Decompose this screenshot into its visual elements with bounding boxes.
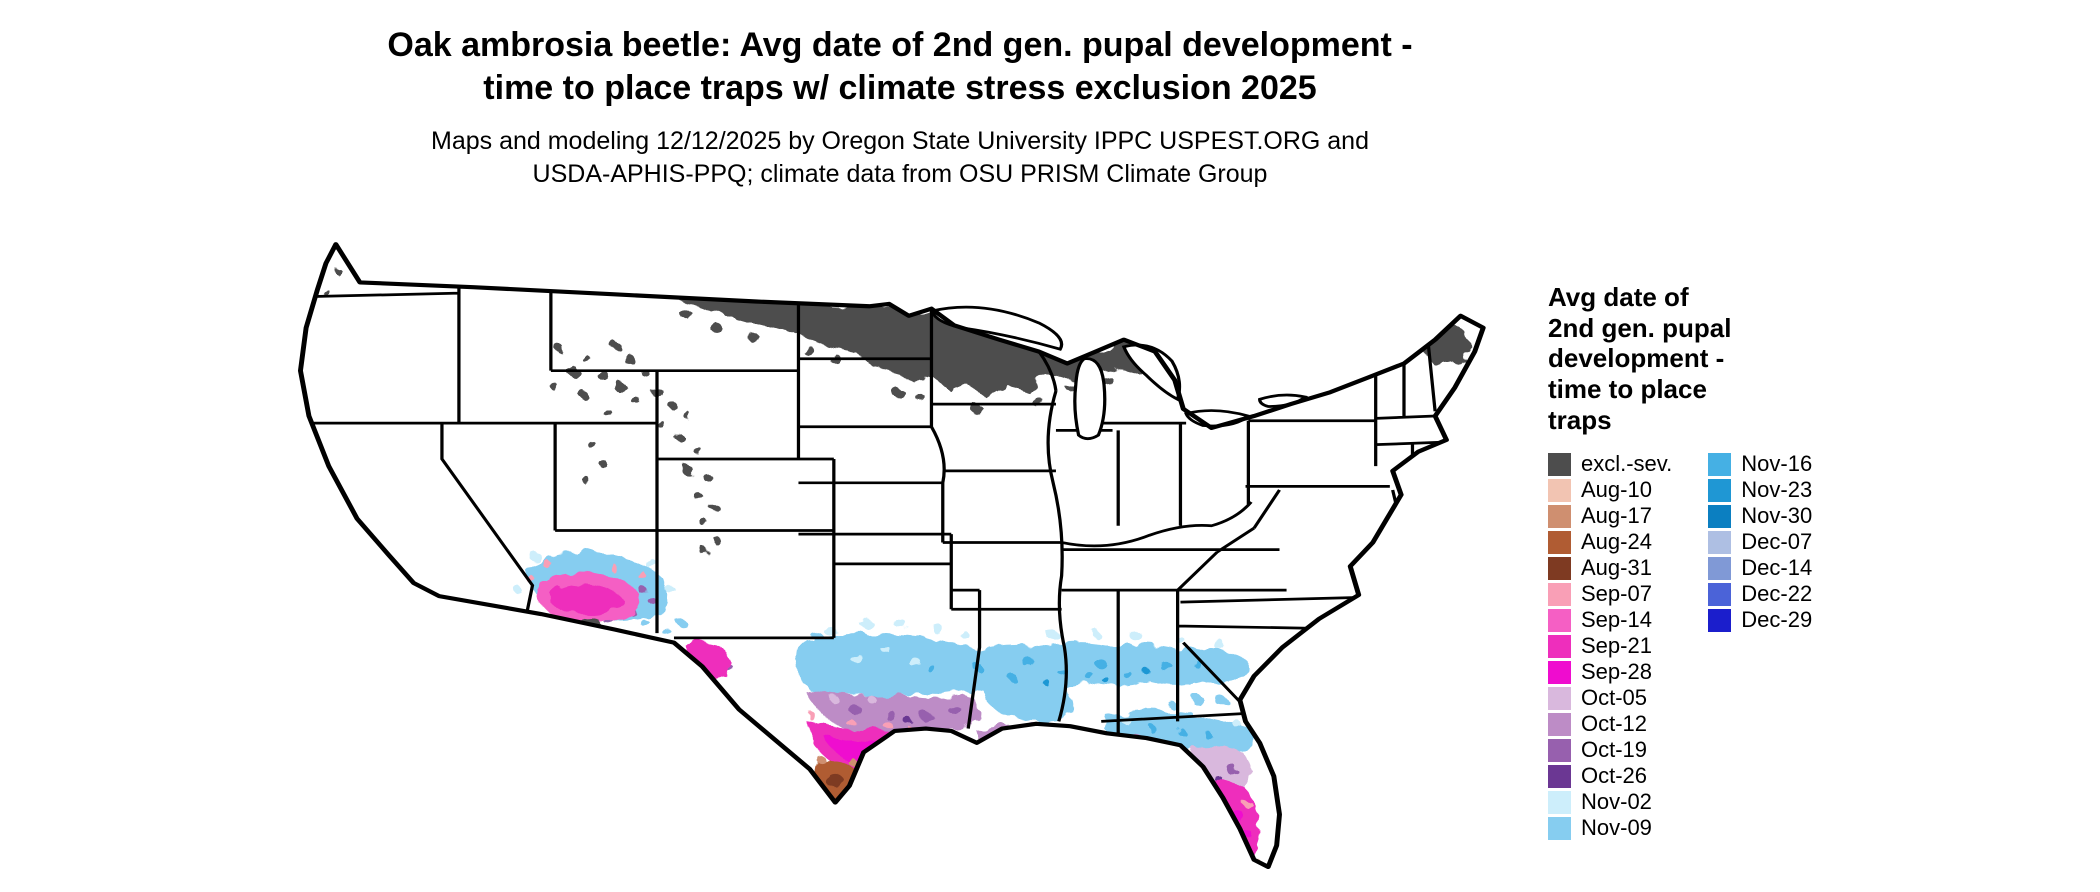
legend-title: Avg date of 2nd gen. pupal development -… xyxy=(1548,282,2100,435)
us-map xyxy=(297,242,1486,870)
legend-entry: Sep-28 xyxy=(1548,659,1672,685)
legend-swatch xyxy=(1548,452,1571,476)
legend-swatch xyxy=(1708,530,1732,554)
legend-label: Dec-22 xyxy=(1741,581,1813,607)
legend-label: Nov-16 xyxy=(1741,451,1813,477)
legend-label: Nov-02 xyxy=(1581,789,1652,815)
legend-swatch xyxy=(1708,504,1732,528)
legend-entry: Nov-16 xyxy=(1708,451,1812,477)
legend-entry: Dec-29 xyxy=(1708,607,1812,633)
legend-label: Aug-10 xyxy=(1581,477,1652,503)
legend-entry: Dec-14 xyxy=(1708,555,1812,581)
page-title-line2: time to place traps w/ climate stress ex… xyxy=(483,68,1317,107)
legend-entry: Oct-19 xyxy=(1548,737,1672,763)
legend-swatch xyxy=(1708,556,1732,580)
legend-entry: Aug-31 xyxy=(1548,555,1672,581)
region-oct05 xyxy=(831,696,1252,791)
legend-swatch xyxy=(1548,478,1571,502)
legend-swatch xyxy=(1548,556,1571,580)
legend-label: Sep-14 xyxy=(1581,607,1652,633)
legend-label: Oct-26 xyxy=(1581,763,1648,789)
legend-title-line: development - xyxy=(1548,343,1725,374)
legend-column-1: excl.-sev. Aug-10 Aug-17 Aug-24 Aug-31 S… xyxy=(1548,451,1672,841)
legend-label: excl.-sev. xyxy=(1581,451,1673,477)
legend-swatch xyxy=(1548,608,1571,632)
legend-swatch xyxy=(1548,764,1571,788)
legend-title-line: time to place xyxy=(1548,374,1707,405)
legend-swatch xyxy=(1548,686,1571,710)
legend: Avg date of 2nd gen. pupal development -… xyxy=(1548,282,2100,841)
legend-entry: Sep-14 xyxy=(1548,607,1672,633)
legend-swatch xyxy=(1708,478,1732,502)
map-clipped-content xyxy=(300,244,1484,867)
region-nov16 xyxy=(927,656,1213,740)
legend-label: Dec-29 xyxy=(1741,607,1813,633)
legend-label: Sep-28 xyxy=(1581,659,1652,685)
legend-entry: Sep-21 xyxy=(1548,633,1672,659)
legend-column-2: Nov-16 Nov-23 Nov-30 Dec-07 Dec-14 Dec-2… xyxy=(1708,451,1812,633)
page-subtitle-line2: USDA-APHIS-PPQ; climate data from OSU PR… xyxy=(532,159,1268,188)
legend-entry: Oct-12 xyxy=(1548,711,1672,737)
page-title-line1: Oak ambrosia beetle: Avg date of 2nd gen… xyxy=(387,26,1413,64)
legend-swatch xyxy=(1548,712,1571,736)
state-boundaries xyxy=(303,284,1441,734)
legend-entry: Nov-09 xyxy=(1548,815,1672,841)
legend-entry: Aug-24 xyxy=(1548,529,1672,555)
legend-title-line: traps xyxy=(1548,404,1612,435)
legend-entry: Oct-05 xyxy=(1548,685,1672,711)
legend-label: Dec-07 xyxy=(1741,529,1813,555)
legend-columns: excl.-sev. Aug-10 Aug-17 Aug-24 Aug-31 S… xyxy=(1548,451,2100,841)
legend-entry: Nov-30 xyxy=(1708,503,1812,529)
legend-label: Oct-12 xyxy=(1581,711,1648,737)
legend-label: Oct-05 xyxy=(1581,685,1648,711)
great-lakes xyxy=(929,305,1309,441)
legend-label: Aug-31 xyxy=(1581,555,1652,581)
legend-label: Aug-24 xyxy=(1581,529,1652,555)
legend-swatch xyxy=(1548,582,1571,606)
legend-label: Aug-17 xyxy=(1581,503,1652,529)
legend-entry: Dec-07 xyxy=(1708,529,1812,555)
legend-swatch xyxy=(1548,738,1571,762)
legend-label: Sep-07 xyxy=(1581,581,1652,607)
legend-entry: Dec-22 xyxy=(1708,581,1812,607)
legend-entry: excl.-sev. xyxy=(1548,451,1672,477)
legend-entry: Nov-02 xyxy=(1548,789,1672,815)
title-block: Oak ambrosia beetle: Avg date of 2nd gen… xyxy=(340,24,1460,190)
legend-label: Nov-30 xyxy=(1741,503,1813,529)
legend-label: Dec-14 xyxy=(1741,555,1813,581)
legend-entry: Nov-23 xyxy=(1708,477,1812,503)
region-nov23 xyxy=(1041,668,1151,684)
page-title: Oak ambrosia beetle: Avg date of 2nd gen… xyxy=(340,24,1460,109)
legend-swatch xyxy=(1548,634,1571,658)
region-aug31 xyxy=(826,773,844,789)
legend-label: Nov-23 xyxy=(1741,477,1813,503)
legend-title-line: 2nd gen. pupal xyxy=(1548,312,1732,343)
page-subtitle: Maps and modeling 12/12/2025 by Oregon S… xyxy=(340,125,1460,190)
legend-entry: Oct-26 xyxy=(1548,763,1672,789)
legend-label: Oct-19 xyxy=(1581,737,1648,763)
legend-entry: Aug-17 xyxy=(1548,503,1672,529)
legend-swatch xyxy=(1548,790,1571,814)
legend-entry: Aug-10 xyxy=(1548,477,1672,503)
us-outline xyxy=(297,242,1486,870)
legend-entry: Sep-07 xyxy=(1548,581,1672,607)
legend-title-line: Avg date of xyxy=(1548,282,1689,312)
legend-swatch xyxy=(1708,452,1732,476)
region-aug17 xyxy=(816,755,857,766)
legend-swatch xyxy=(1548,816,1571,840)
legend-label: Nov-09 xyxy=(1581,815,1652,841)
legend-swatch xyxy=(1708,582,1732,606)
page-subtitle-line1: Maps and modeling 12/12/2025 by Oregon S… xyxy=(431,127,1369,155)
legend-swatch xyxy=(1548,530,1571,554)
region-oct19 xyxy=(604,586,1238,774)
legend-swatch xyxy=(1548,660,1571,684)
lake-michigan xyxy=(1073,357,1107,441)
legend-swatch xyxy=(1708,608,1732,632)
legend-swatch xyxy=(1548,504,1571,528)
legend-label: Sep-21 xyxy=(1581,633,1652,659)
lake-huron xyxy=(1121,343,1182,402)
